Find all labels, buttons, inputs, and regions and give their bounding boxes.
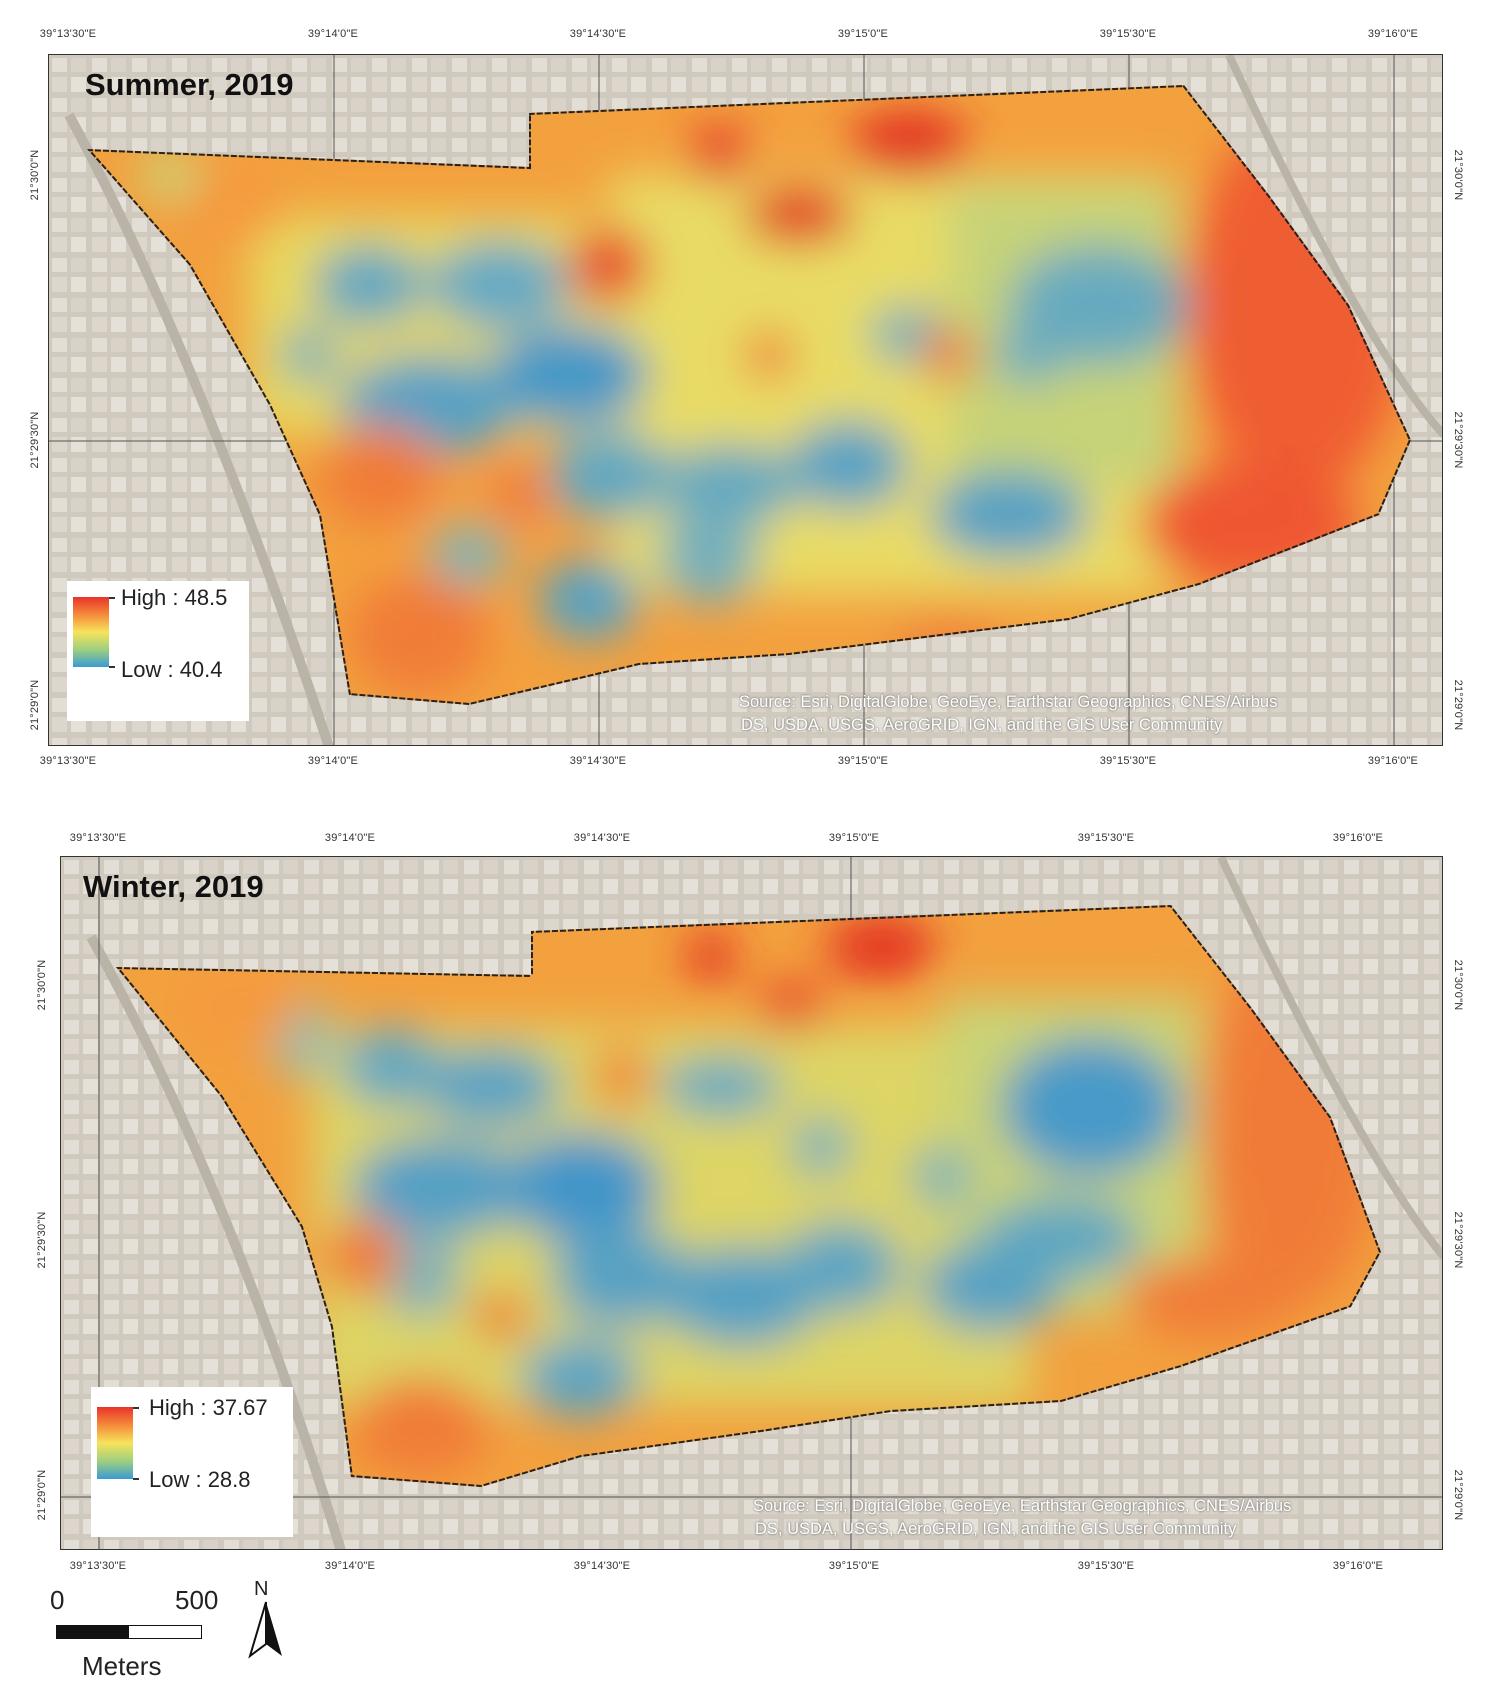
left-tick: 21°29'0"N — [36, 1469, 48, 1521]
legend-tick — [109, 666, 115, 668]
bottom-tick: 39°16'0"E — [1367, 755, 1419, 767]
source-line: Source: Esri, DigitalGlobe, GeoEye, Eart… — [739, 693, 1278, 711]
legend-color-ramp — [73, 597, 109, 667]
map-title: Winter, 2019 — [83, 869, 264, 904]
top-tick: 39°15'30"E — [1099, 28, 1157, 40]
scale-bar: 0 500 Meters — [50, 1585, 250, 1695]
source-attribution: Source: Esri, DigitalGlobe, GeoEye, Eart… — [753, 1495, 1291, 1541]
summer-heatmap-svg — [49, 55, 1442, 745]
right-tick: 21°29'30"N — [1452, 1211, 1464, 1269]
legend-low-label: Low : 28.8 — [149, 1467, 251, 1492]
right-tick: 21°29'0"N — [1452, 1469, 1464, 1521]
winter-map[interactable]: Winter, 2019 High : 37.67 Low : 28.8 Sou… — [60, 856, 1443, 1550]
top-tick: 39°16'0"E — [1332, 832, 1384, 844]
north-label: N — [254, 1578, 269, 1600]
legend-color-ramp — [97, 1407, 133, 1479]
top-tick: 39°13'30"E — [39, 28, 97, 40]
summer-map[interactable]: Summer, 2019 High : 48.5 Low : 40.4 Sour… — [48, 54, 1443, 746]
legend-high-label: High : 37.67 — [149, 1395, 268, 1420]
bottom-tick: 39°14'30"E — [569, 755, 627, 767]
left-tick: 21°29'30"N — [36, 1211, 48, 1269]
top-tick: 39°14'30"E — [573, 832, 631, 844]
scale-bar-graphic — [56, 1625, 202, 1639]
source-line: Source: Esri, DigitalGlobe, GeoEye, Eart… — [753, 1497, 1292, 1515]
legend-tick — [133, 1478, 139, 1480]
legend-tick — [133, 1407, 139, 1409]
bottom-tick: 39°15'0"E — [828, 1560, 880, 1572]
left-tick: 21°30'0"N — [36, 959, 48, 1011]
scale-unit-label: Meters — [82, 1651, 162, 1681]
top-tick: 39°16'0"E — [1367, 28, 1419, 40]
north-arrow: N — [246, 1578, 286, 1659]
legend-tick — [109, 597, 115, 599]
legend-low-label: Low : 40.4 — [121, 657, 223, 682]
legend-high-label: High : 48.5 — [121, 585, 228, 610]
bottom-tick: 39°14'30"E — [573, 1560, 631, 1572]
bottom-tick: 39°15'30"E — [1077, 1560, 1135, 1572]
source-line: DS, USDA, USGS, AeroGRID, IGN, and the G… — [741, 716, 1223, 734]
top-tick: 39°15'30"E — [1077, 832, 1135, 844]
top-tick: 39°15'0"E — [837, 28, 889, 40]
bottom-tick: 39°16'0"E — [1332, 1560, 1384, 1572]
source-attribution: Source: Esri, DigitalGlobe, GeoEye, Eart… — [739, 691, 1277, 737]
source-line: DS, USDA, USGS, AeroGRID, IGN, and the G… — [755, 1520, 1237, 1538]
bottom-tick: 39°15'0"E — [837, 755, 889, 767]
map-legend: High : 48.5 Low : 40.4 — [67, 581, 249, 721]
map-legend: High : 37.67 Low : 28.8 — [91, 1387, 293, 1537]
map-title: Summer, 2019 — [85, 67, 294, 102]
top-tick: 39°13'30"E — [69, 832, 127, 844]
summer-map-panel: 39°13'30"E 39°14'0"E 39°14'30"E 39°15'0"… — [0, 0, 1485, 780]
top-tick: 39°14'0"E — [307, 28, 359, 40]
bottom-tick: 39°13'30"E — [69, 1560, 127, 1572]
top-tick: 39°15'0"E — [828, 832, 880, 844]
bottom-tick: 39°15'30"E — [1099, 755, 1157, 767]
top-tick: 39°14'30"E — [569, 28, 627, 40]
bottom-tick: 39°13'30"E — [39, 755, 97, 767]
bottom-tick: 39°14'0"E — [324, 1560, 376, 1572]
scale-end-label: 500 — [175, 1585, 219, 1615]
right-tick: 21°30'0"N — [1452, 959, 1464, 1011]
bottom-tick: 39°14'0"E — [307, 755, 359, 767]
top-tick: 39°14'0"E — [324, 832, 376, 844]
scale-start-label: 0 — [50, 1585, 65, 1615]
north-arrow-icon — [248, 1601, 282, 1659]
